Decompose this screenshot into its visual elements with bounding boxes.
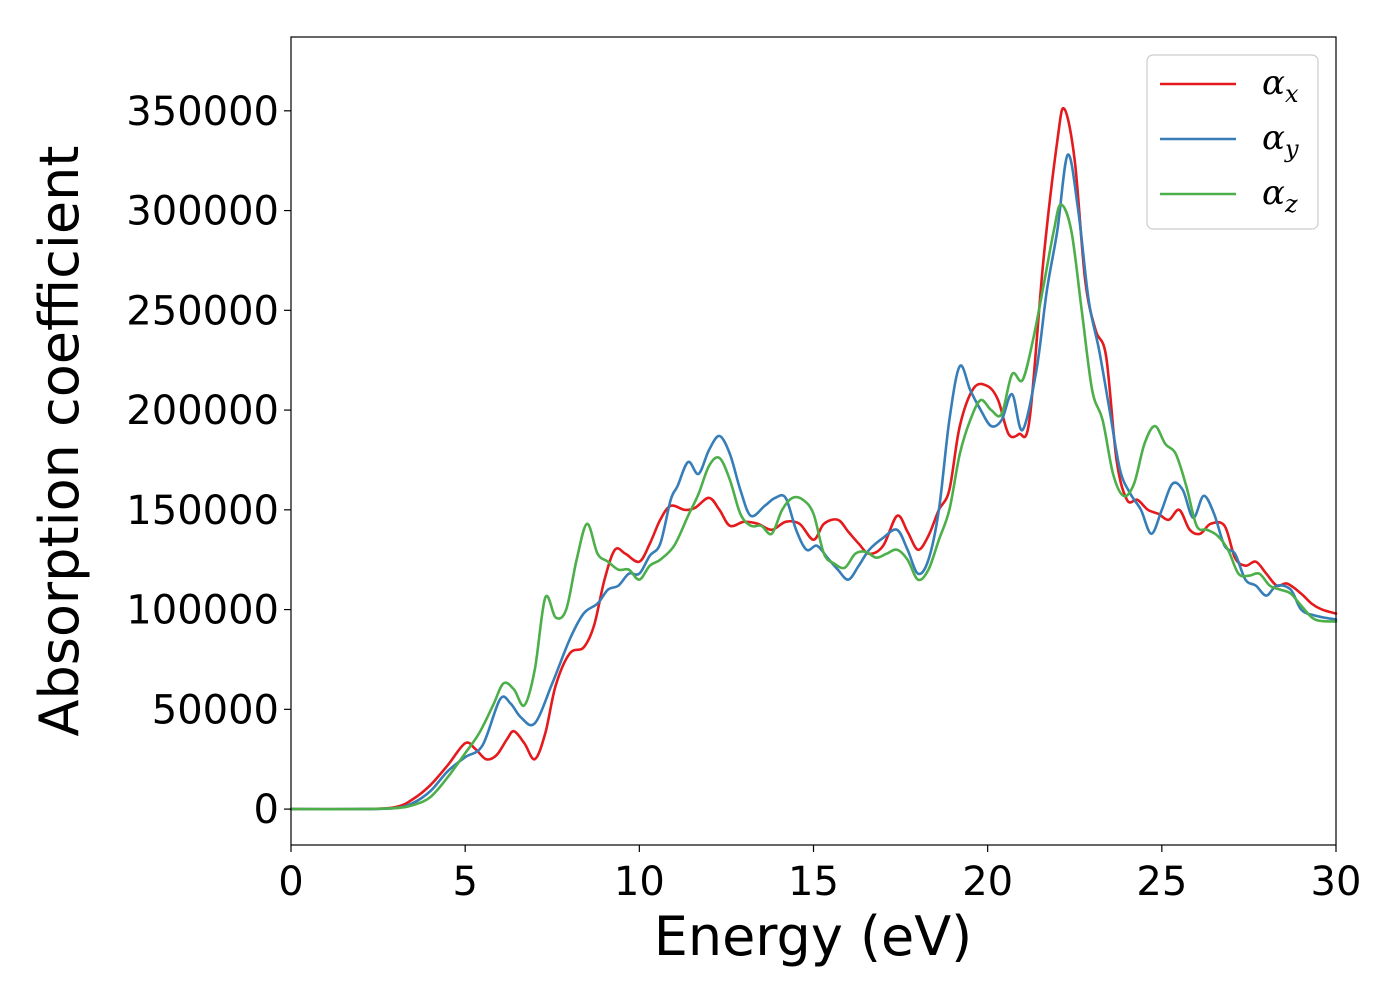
y-tick-label: 200000 [126,388,279,434]
x-tick-label: 15 [788,859,839,905]
y-axis-title: Absorption coefficient [28,146,91,737]
series-line-alpha-z [289,203,1338,811]
legend-label-alpha-x: αx [1262,63,1299,108]
y-tick-label: 0 [254,787,279,833]
series-layer [289,106,1338,811]
x-tick-label: 30 [1311,859,1362,905]
legend-box [1146,54,1319,230]
y-tick-label: 50000 [152,687,279,733]
y-tick-label: 350000 [126,89,279,135]
x-tick-label: 25 [1136,859,1187,905]
y-tick-label: 150000 [126,488,279,534]
x-tick-label: 10 [614,859,665,905]
y-tick-label: 100000 [126,588,279,634]
y-axis: 0 50000 100000 150000 200000 250000 300000 3500… [126,89,291,833]
y-tick-label: 250000 [126,288,279,334]
y-tick-label: 300000 [126,189,279,235]
x-tick-label: 5 [452,859,477,905]
series-line-alpha-y [289,153,1338,811]
series-line-alpha-x [289,106,1338,811]
legend-label-alpha-y: αy [1262,118,1299,163]
x-tick-label: 20 [962,859,1013,905]
x-axis: 0 5 10 15 20 25 30 [278,845,1361,905]
x-axis-title: Energy (eV) [654,905,973,968]
legend-label-alpha-z: αz [1262,173,1298,218]
legend: αx αy αz [1146,54,1319,230]
x-tick-label: 0 [278,859,303,905]
